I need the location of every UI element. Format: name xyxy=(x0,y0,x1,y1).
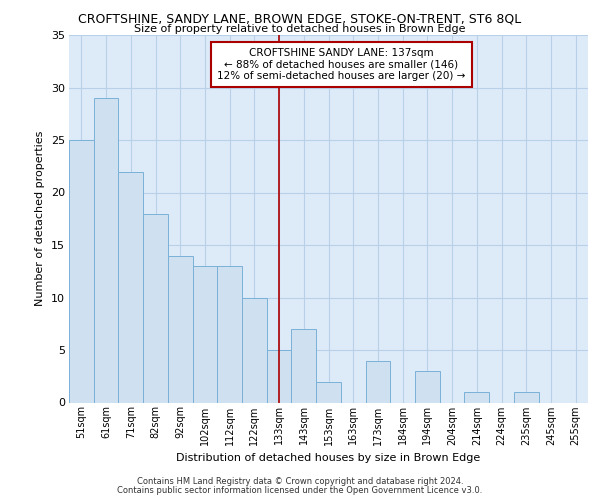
Text: Contains HM Land Registry data © Crown copyright and database right 2024.: Contains HM Land Registry data © Crown c… xyxy=(137,478,463,486)
Bar xyxy=(143,214,168,402)
Text: CROFTSHINE, SANDY LANE, BROWN EDGE, STOKE-ON-TRENT, ST6 8QL: CROFTSHINE, SANDY LANE, BROWN EDGE, STOK… xyxy=(79,12,521,26)
Bar xyxy=(242,298,267,403)
Bar xyxy=(514,392,539,402)
Bar xyxy=(118,172,143,402)
Bar xyxy=(168,256,193,402)
Bar xyxy=(69,140,94,402)
Bar xyxy=(267,350,292,403)
Bar xyxy=(292,329,316,402)
Bar xyxy=(193,266,217,402)
Text: Contains public sector information licensed under the Open Government Licence v3: Contains public sector information licen… xyxy=(118,486,482,495)
Bar xyxy=(316,382,341,402)
Text: Size of property relative to detached houses in Brown Edge: Size of property relative to detached ho… xyxy=(134,24,466,34)
Bar xyxy=(415,371,440,402)
Bar xyxy=(94,98,118,402)
X-axis label: Distribution of detached houses by size in Brown Edge: Distribution of detached houses by size … xyxy=(176,453,481,463)
Bar xyxy=(217,266,242,402)
Text: CROFTSHINE SANDY LANE: 137sqm
← 88% of detached houses are smaller (146)
12% of : CROFTSHINE SANDY LANE: 137sqm ← 88% of d… xyxy=(217,48,466,81)
Bar xyxy=(464,392,489,402)
Bar xyxy=(365,360,390,403)
Y-axis label: Number of detached properties: Number of detached properties xyxy=(35,131,45,306)
